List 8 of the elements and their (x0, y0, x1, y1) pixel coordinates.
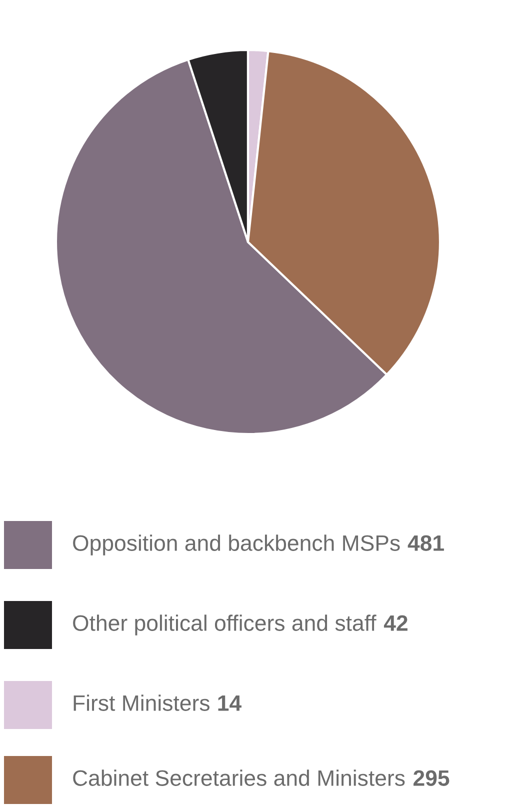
data-label: 42 (384, 615, 408, 631)
data-label: 14 (218, 695, 242, 711)
data-label: 295 (414, 770, 450, 786)
legend-label: Opposition and backbench MSPs (73, 534, 400, 556)
legend-label: Cabinet Secretaries and Ministers (73, 770, 405, 786)
data-label: 481 (408, 535, 444, 551)
legend-label: Other political officers and staff (73, 614, 376, 636)
legend-label: First Ministers (74, 694, 210, 711)
